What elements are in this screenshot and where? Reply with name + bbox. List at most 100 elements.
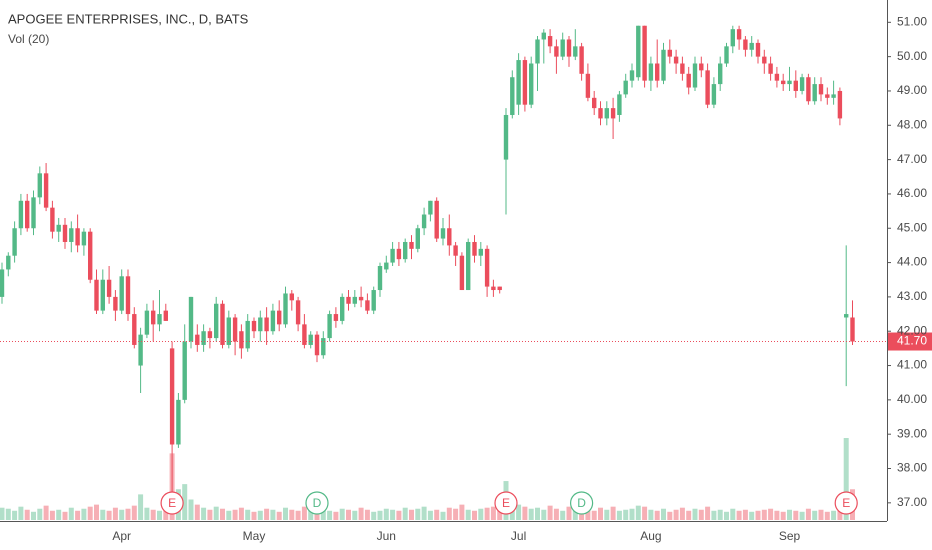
candle-body bbox=[573, 46, 578, 57]
candle-body bbox=[182, 341, 187, 400]
volume-bar bbox=[774, 510, 780, 520]
candle-body bbox=[673, 56, 679, 64]
candle-body bbox=[25, 200, 30, 229]
volume-bar bbox=[270, 509, 276, 520]
x-tick-label: Sep bbox=[779, 529, 801, 543]
volume-bar bbox=[257, 510, 263, 520]
volume-bar bbox=[843, 438, 849, 520]
y-tick-label: 46.00 bbox=[897, 186, 927, 200]
candle-body bbox=[749, 42, 754, 50]
y-tick-label: 39.00 bbox=[897, 426, 927, 440]
volume-bar bbox=[37, 508, 43, 520]
candle-body bbox=[604, 108, 609, 119]
candle-body bbox=[837, 90, 843, 119]
candle-body bbox=[81, 231, 87, 246]
candle-body bbox=[340, 296, 345, 321]
volume-bar bbox=[465, 509, 471, 520]
volume-bar bbox=[119, 509, 125, 520]
volume-bar bbox=[301, 506, 307, 520]
candle-body bbox=[346, 296, 351, 304]
candle-body bbox=[478, 248, 483, 256]
volume-bar bbox=[5, 508, 11, 520]
volume-bar bbox=[484, 507, 490, 520]
volume-bar bbox=[547, 505, 553, 520]
volume-label: Vol (20) bbox=[8, 32, 49, 46]
candle-body bbox=[623, 80, 628, 95]
x-tick-label: Jun bbox=[377, 529, 396, 543]
candle-body bbox=[497, 286, 502, 291]
volume-bar bbox=[390, 509, 396, 520]
candle-body bbox=[415, 228, 420, 249]
volume-bar bbox=[453, 508, 459, 520]
volume-bar bbox=[421, 506, 427, 520]
candle-body bbox=[18, 200, 24, 229]
volume-bar bbox=[358, 507, 364, 520]
candle-body bbox=[484, 248, 490, 287]
candle-body bbox=[188, 296, 194, 342]
candle-body bbox=[661, 49, 666, 81]
candle-body bbox=[390, 248, 395, 263]
event-label: E bbox=[168, 496, 176, 510]
volume-bar bbox=[742, 509, 748, 520]
candle-body bbox=[302, 324, 307, 345]
y-tick-label: 45.00 bbox=[897, 220, 927, 234]
volume-bar bbox=[642, 506, 648, 520]
candle-body bbox=[831, 94, 836, 98]
volume-bar bbox=[125, 508, 131, 520]
candle-body bbox=[113, 296, 118, 311]
volume-bar bbox=[749, 511, 755, 520]
candle-body bbox=[308, 334, 313, 345]
volume-bar bbox=[12, 510, 18, 520]
candle-body bbox=[541, 32, 546, 40]
candle-body bbox=[289, 293, 294, 301]
volume-bar bbox=[799, 511, 805, 520]
volume-bar bbox=[352, 510, 358, 520]
candle-body bbox=[270, 310, 276, 332]
y-tick-label: 49.00 bbox=[897, 83, 927, 97]
volume-bar bbox=[654, 510, 660, 520]
candle-body bbox=[598, 108, 603, 119]
candle-body bbox=[100, 279, 105, 311]
candle-body bbox=[516, 60, 521, 105]
candle-body bbox=[850, 317, 855, 342]
overlays: 41.70 E D E D E bbox=[0, 332, 932, 515]
candle-body bbox=[655, 63, 660, 81]
volume-bar bbox=[144, 507, 150, 520]
volume-bar bbox=[289, 509, 295, 520]
volume-bar bbox=[112, 507, 118, 520]
volume-bar bbox=[68, 507, 74, 520]
candle-body bbox=[409, 241, 414, 249]
y-tick-label: 42.00 bbox=[897, 323, 927, 337]
chart-title: APOGEE ENTERPRISES, INC., D, BATS bbox=[8, 11, 249, 26]
candle-body bbox=[522, 60, 528, 105]
candle-body bbox=[201, 331, 206, 345]
volume-bar bbox=[131, 505, 137, 520]
candle-body bbox=[195, 334, 200, 345]
candle-body bbox=[384, 262, 389, 270]
candle-body bbox=[648, 63, 654, 81]
event-marker bbox=[305, 491, 329, 515]
y-tick-label: 41.00 bbox=[897, 358, 927, 372]
x-tick-label: Jul bbox=[511, 529, 526, 543]
volume-bar bbox=[238, 507, 244, 520]
volume-bar bbox=[213, 506, 219, 520]
volume-bar bbox=[327, 510, 333, 520]
volume-bar bbox=[566, 506, 572, 520]
candle-body bbox=[781, 80, 786, 85]
y-tick-label: 51.00 bbox=[897, 14, 927, 28]
volume-bar bbox=[831, 510, 837, 520]
volume-bar bbox=[402, 507, 408, 520]
candle-body bbox=[447, 228, 452, 246]
volume-bar bbox=[459, 504, 465, 520]
candle-body bbox=[617, 94, 622, 115]
volume-bar bbox=[616, 510, 622, 520]
candle-body bbox=[321, 338, 326, 356]
volume-bar bbox=[31, 511, 36, 520]
volume-bar bbox=[572, 507, 578, 520]
last-price-tag bbox=[888, 332, 932, 351]
volume-bar bbox=[604, 509, 610, 520]
volume-bar bbox=[24, 509, 30, 520]
volume-bar bbox=[440, 511, 446, 520]
candle-body bbox=[226, 317, 231, 345]
